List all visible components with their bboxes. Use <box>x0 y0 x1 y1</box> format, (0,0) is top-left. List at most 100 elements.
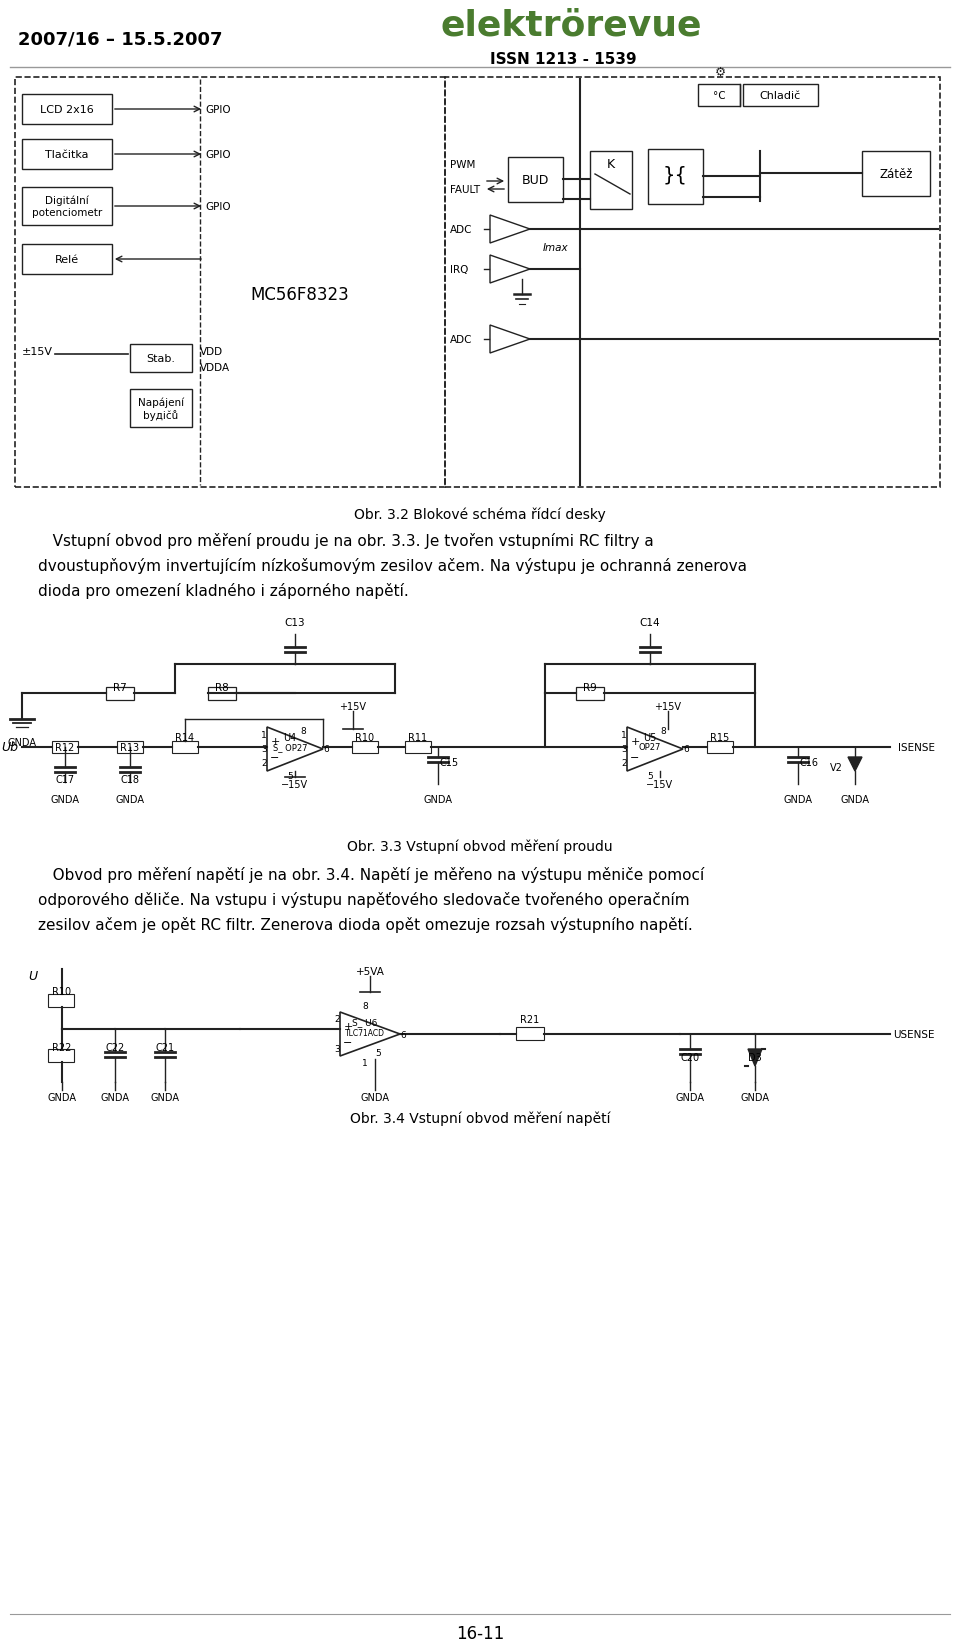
Text: 1: 1 <box>621 732 627 740</box>
Text: R14: R14 <box>176 733 195 743</box>
Bar <box>130 391 192 428</box>
Text: +: + <box>344 1022 352 1032</box>
Text: R8: R8 <box>215 682 228 692</box>
Bar <box>48 1050 74 1063</box>
Text: FAULT: FAULT <box>450 185 480 194</box>
Bar <box>22 96 112 125</box>
Text: GNDA: GNDA <box>423 794 452 804</box>
Text: GNDA: GNDA <box>8 738 36 748</box>
Text: 5: 5 <box>287 771 293 781</box>
Text: Stab.: Stab. <box>147 354 176 364</box>
Text: 3: 3 <box>334 1045 340 1053</box>
Text: +15V: +15V <box>340 702 367 712</box>
Text: 1: 1 <box>362 1058 368 1068</box>
Text: GPIO: GPIO <box>205 201 230 213</box>
Text: R10: R10 <box>53 987 72 997</box>
Text: +5VA: +5VA <box>355 966 384 976</box>
Text: Ub: Ub <box>1 742 18 755</box>
Text: C17: C17 <box>56 775 75 784</box>
Text: R11: R11 <box>408 733 427 743</box>
Text: 8: 8 <box>362 1002 368 1010</box>
Text: dvoustupňovým invertujícím nízkošumovým zesilov ačem. Na výstupu je ochranná zen: dvoustupňovým invertujícím nízkošumovým … <box>38 557 747 574</box>
Text: 6: 6 <box>323 745 328 755</box>
Text: GNDA: GNDA <box>101 1093 130 1103</box>
Text: C13: C13 <box>285 618 305 628</box>
Text: Zátěž: Zátěž <box>879 168 913 181</box>
Text: odporového děliče. Na vstupu i výstupu napěťového sledovače tvořeného operačním: odporového děliče. Na vstupu i výstupu n… <box>38 892 689 908</box>
Text: K: K <box>607 158 615 171</box>
Text: +: + <box>271 737 279 747</box>
Text: Vstupní obvod pro měření proudu je na obr. 3.3. Je tvořen vstupními RC filtry a: Vstupní obvod pro měření proudu je na ob… <box>38 532 654 549</box>
Text: U5: U5 <box>643 733 657 743</box>
Bar <box>48 994 74 1007</box>
Text: GNDA: GNDA <box>783 794 812 804</box>
Text: 2007/16 – 15.5.2007: 2007/16 – 15.5.2007 <box>18 30 223 48</box>
Bar <box>117 742 143 753</box>
Text: ISENSE: ISENSE <box>898 743 935 753</box>
Text: ⚙: ⚙ <box>714 66 726 79</box>
Bar <box>862 152 930 196</box>
Text: U4: U4 <box>283 733 297 743</box>
Text: elektrörevue: elektrörevue <box>440 8 702 41</box>
Bar <box>648 150 703 204</box>
Bar <box>707 742 733 753</box>
Text: GNDA: GNDA <box>740 1093 770 1103</box>
Text: USENSE: USENSE <box>894 1030 935 1040</box>
Text: 5: 5 <box>647 771 653 781</box>
Text: Chladič: Chladič <box>760 91 802 101</box>
Text: R21: R21 <box>520 1015 540 1025</box>
Text: GPIO: GPIO <box>205 150 230 160</box>
Text: C14: C14 <box>639 618 660 628</box>
Text: ADC: ADC <box>450 335 472 344</box>
Text: +: + <box>631 737 639 747</box>
Text: Obr. 3.3 Vstupní obvod měření proudu: Obr. 3.3 Vstupní obvod měření proudu <box>348 839 612 854</box>
Text: R10: R10 <box>355 733 374 743</box>
Text: Digitální
potenciometr: Digitální potenciometr <box>32 196 102 218</box>
Text: ADC: ADC <box>450 224 472 236</box>
Text: VDD: VDD <box>200 346 223 356</box>
Text: GNDA: GNDA <box>51 794 80 804</box>
Polygon shape <box>848 758 862 771</box>
Text: S_ OP27: S_ OP27 <box>273 743 307 751</box>
Text: MC56F8323: MC56F8323 <box>250 285 348 303</box>
Text: VDDA: VDDA <box>200 363 230 372</box>
Text: LCD 2x16: LCD 2x16 <box>40 105 94 115</box>
Text: 16-11: 16-11 <box>456 1623 504 1641</box>
Text: zesilov ačem je opět RC filtr. Zenerova dioda opět omezuje rozsah výstupního nap: zesilov ačem je opět RC filtr. Zenerova … <box>38 916 693 933</box>
Text: C18: C18 <box>121 775 139 784</box>
Bar <box>576 687 604 700</box>
Text: 1: 1 <box>261 732 267 740</box>
Bar <box>130 344 192 372</box>
Bar <box>352 742 378 753</box>
Bar <box>743 86 818 107</box>
Text: −15V: −15V <box>646 780 674 789</box>
Text: 2: 2 <box>621 760 627 768</box>
Text: R9: R9 <box>583 682 597 692</box>
Text: GNDA: GNDA <box>676 1093 705 1103</box>
Bar <box>172 742 198 753</box>
Text: BUD: BUD <box>522 175 549 186</box>
Bar <box>445 77 940 488</box>
Text: R7: R7 <box>113 682 127 692</box>
Bar <box>52 742 78 753</box>
Text: −: − <box>344 1037 352 1048</box>
Text: 6: 6 <box>683 745 688 755</box>
Text: R13: R13 <box>120 743 139 753</box>
Text: D3: D3 <box>748 1053 762 1063</box>
Text: R12: R12 <box>56 743 75 753</box>
Text: Imax: Imax <box>543 242 568 252</box>
Text: GNDA: GNDA <box>841 794 870 804</box>
Text: ±15V: ±15V <box>22 346 53 356</box>
Text: −15V: −15V <box>281 780 308 789</box>
Text: C22: C22 <box>106 1043 125 1053</box>
Bar <box>22 246 112 275</box>
Text: GNDA: GNDA <box>115 794 145 804</box>
Text: C20: C20 <box>681 1053 700 1063</box>
Text: R22: R22 <box>52 1043 72 1053</box>
Text: PWM: PWM <box>450 160 475 170</box>
Text: 3: 3 <box>261 745 267 755</box>
Text: °C: °C <box>712 91 726 101</box>
Text: 6: 6 <box>400 1030 406 1038</box>
Bar <box>22 140 112 170</box>
Text: }{: }{ <box>662 165 687 185</box>
